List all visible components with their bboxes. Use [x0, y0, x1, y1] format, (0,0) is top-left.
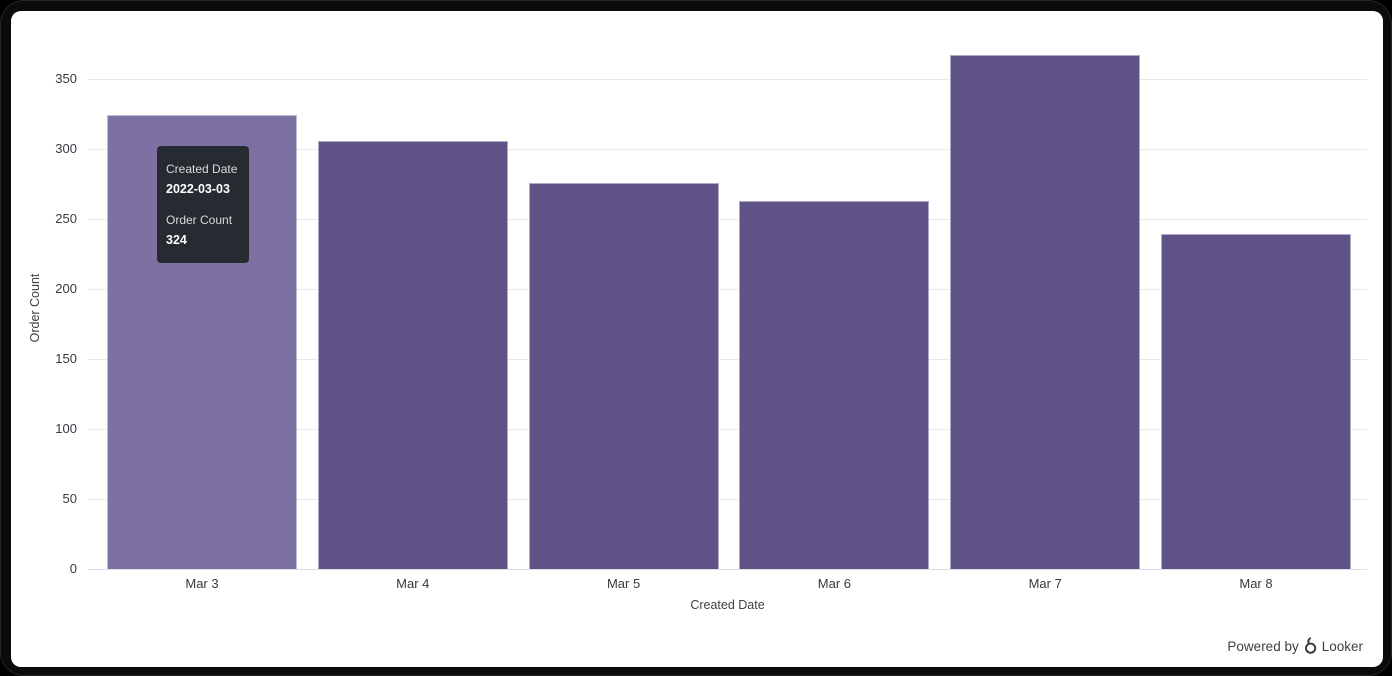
y-gridline	[88, 499, 1367, 500]
tooltip-dimension-value: 2022-03-03	[166, 182, 230, 196]
y-gridline	[88, 359, 1367, 360]
y-axis-title: Order Count	[28, 273, 42, 343]
y-gridline	[88, 289, 1367, 290]
x-axis-tick-label: Mar 7	[1028, 576, 1062, 591]
y-gridline	[88, 79, 1367, 80]
tooltip-measure-label: Order Count	[166, 213, 233, 227]
bar-mar-6[interactable]	[739, 200, 930, 569]
bar-mar-4[interactable]	[317, 140, 508, 569]
tooltip-dimension-label: Created Date	[166, 162, 238, 176]
looker-logo-icon	[1304, 637, 1316, 654]
x-axis-tick-label: Mar 6	[817, 576, 851, 591]
bar-mar-7[interactable]	[950, 55, 1141, 569]
x-axis-tick-label: Mar 5	[606, 576, 641, 591]
chart-card: Order Count 0 50 100 150 200 250 300 350 Mar 3 Ma…	[11, 11, 1383, 667]
bar-mar-5[interactable]	[528, 182, 719, 569]
y-gridline	[88, 429, 1367, 430]
y-axis-tick-label: 350	[55, 71, 77, 86]
y-axis-tick-label: 250	[55, 211, 77, 226]
powered-by-text: Powered by	[1227, 638, 1299, 654]
x-axis-line	[88, 569, 1367, 570]
y-gridline	[88, 219, 1367, 220]
y-axis-tick-label: 300	[55, 141, 77, 156]
tooltip-spacer	[166, 199, 241, 210]
x-axis-title: Created Date	[690, 598, 765, 612]
x-axis-tick-label: Mar 3	[185, 576, 219, 591]
x-axis-tick-label: Mar 4	[396, 576, 430, 591]
y-axis-tick-label: 50	[62, 491, 77, 506]
bar-mar-8[interactable]	[1161, 234, 1351, 569]
tooltip: Created Date 2022-03-03 Order Count 324	[157, 146, 249, 263]
y-axis-tick-label: 0	[69, 561, 77, 576]
y-axis-tick-label: 150	[55, 351, 77, 366]
y-axis-tick-label: 200	[55, 281, 77, 296]
looker-brand-text: Looker	[1321, 638, 1363, 654]
y-gridline	[88, 149, 1367, 150]
tooltip-measure-value: 324	[166, 233, 187, 247]
y-axis-tick-label: 100	[55, 421, 77, 436]
powered-by-looker-link[interactable]: Powered by Looker	[1227, 637, 1363, 655]
x-axis-tick-label: Mar 8	[1239, 576, 1273, 591]
